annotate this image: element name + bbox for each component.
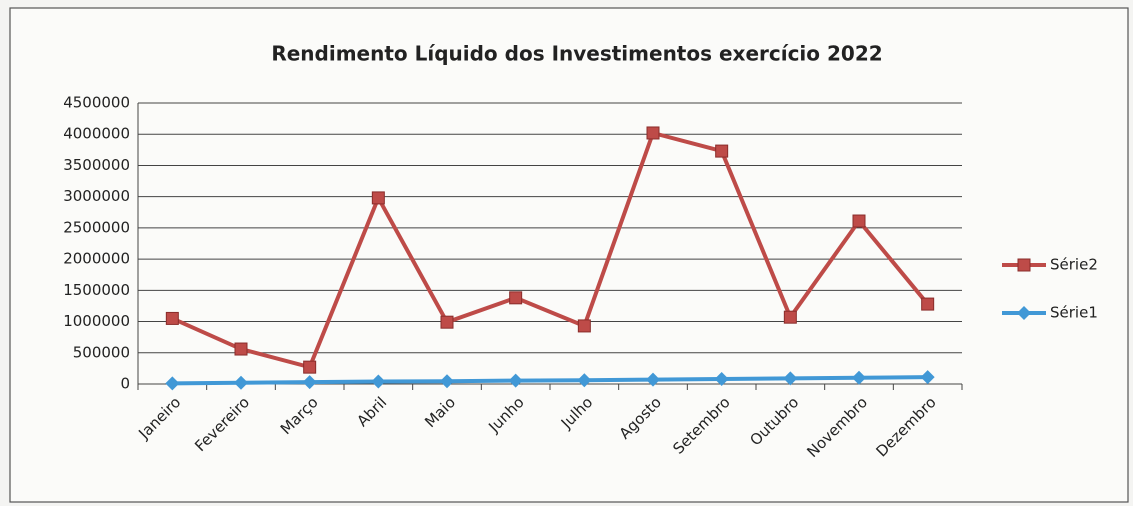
y-tick-label: 4000000 <box>63 125 130 143</box>
y-tick-label: 3500000 <box>63 156 130 174</box>
chart-frame <box>9 7 1129 503</box>
legend-label: Série2 <box>1050 256 1098 274</box>
data-point <box>440 374 454 389</box>
y-tick-label: 4500000 <box>63 94 130 112</box>
data-point <box>165 376 180 391</box>
series-line <box>171 130 930 370</box>
data-point <box>234 342 248 356</box>
y-tick-label: 3000000 <box>63 187 130 205</box>
data-point <box>303 360 317 374</box>
y-tick-label: 1000000 <box>63 312 130 330</box>
data-point <box>234 375 248 390</box>
y-tick-label: 2500000 <box>63 218 130 236</box>
data-point <box>508 373 523 388</box>
data-point <box>577 373 592 388</box>
legend-marker <box>1017 258 1031 272</box>
legend-marker <box>1017 306 1031 320</box>
y-tick-label: 1500000 <box>63 281 130 299</box>
data-point <box>715 144 729 158</box>
data-point <box>783 371 798 386</box>
y-tick-label: 0 <box>120 375 130 393</box>
data-point <box>371 191 385 205</box>
data-point <box>852 214 866 228</box>
data-point <box>509 291 523 305</box>
series-line <box>172 375 928 386</box>
chart-title: Rendimento Líquido dos Investimentos exe… <box>271 42 882 66</box>
data-point <box>302 375 317 390</box>
data-point <box>852 370 866 385</box>
data-point <box>921 297 935 311</box>
data-point <box>783 310 797 324</box>
y-tick-label: 2000000 <box>63 250 130 268</box>
data-point <box>646 126 660 140</box>
data-point <box>371 374 386 389</box>
legend-label: Série1 <box>1050 304 1098 322</box>
data-point <box>920 370 935 385</box>
data-point <box>577 319 591 333</box>
y-tick-label: 500000 <box>73 343 130 361</box>
data-point <box>646 372 660 387</box>
data-point <box>440 315 454 329</box>
data-point <box>165 311 179 325</box>
data-point <box>714 372 729 387</box>
